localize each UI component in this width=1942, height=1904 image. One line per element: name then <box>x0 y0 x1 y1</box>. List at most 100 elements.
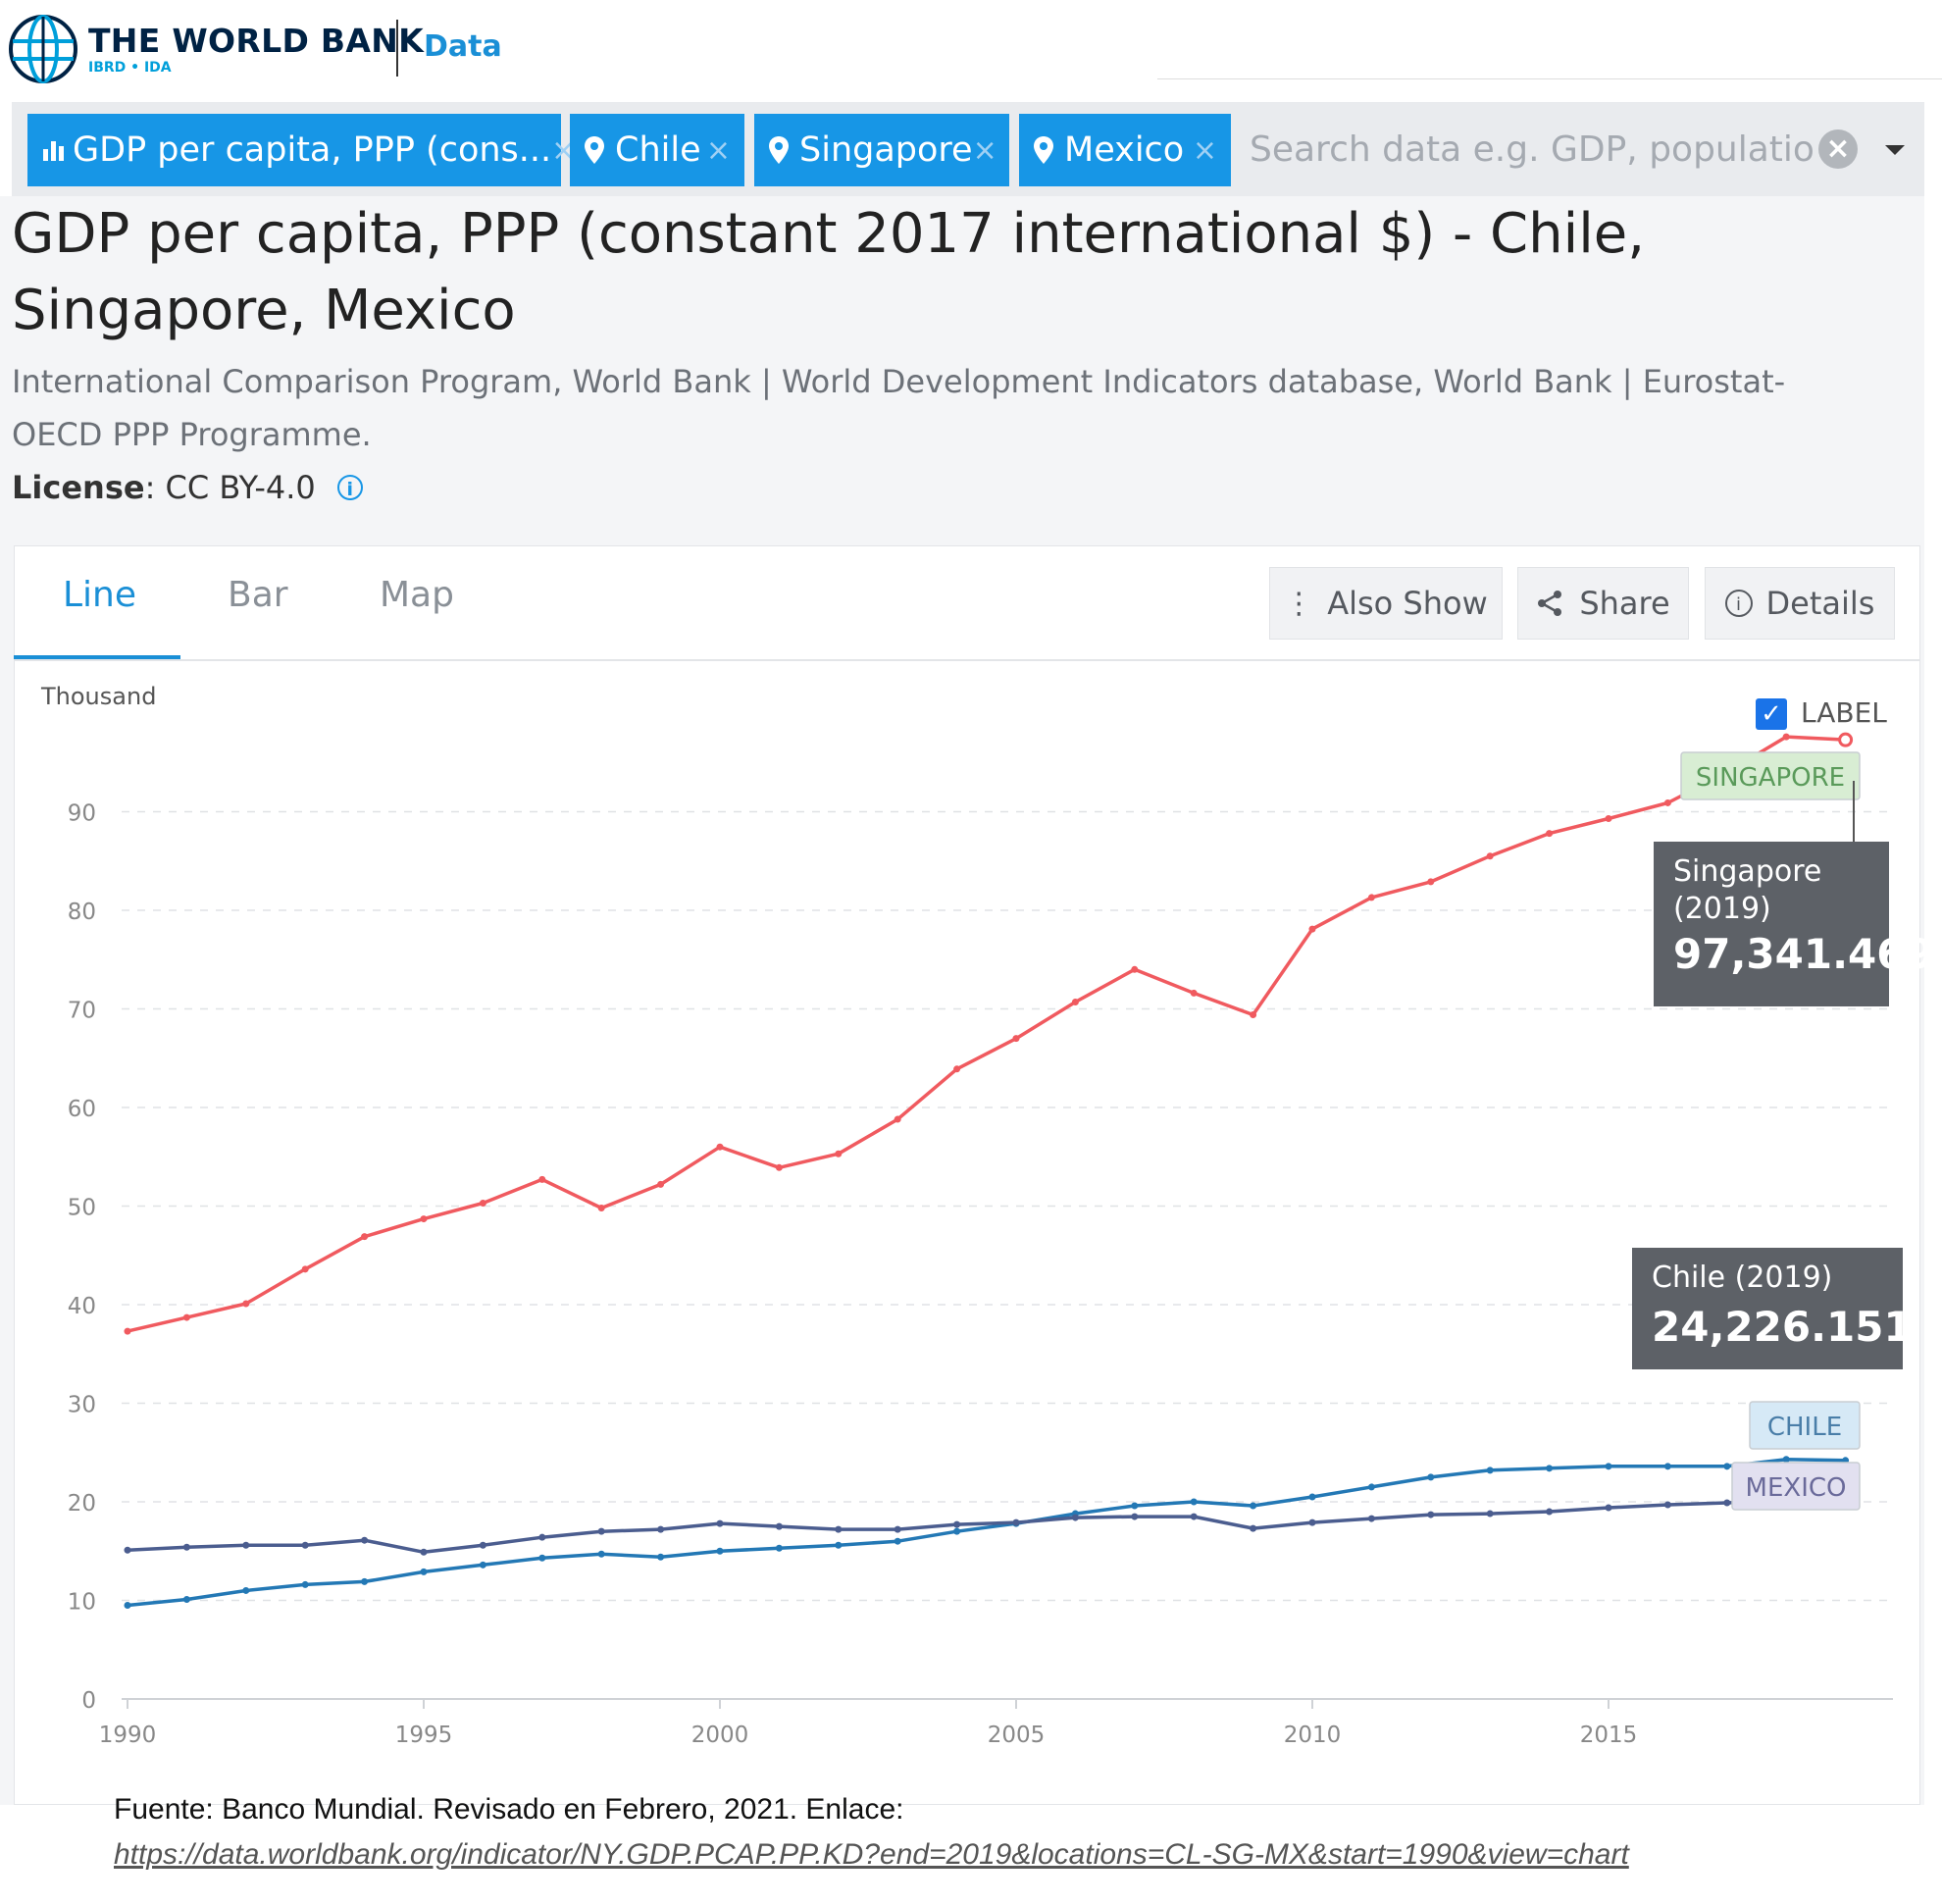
license-label: License <box>12 469 145 506</box>
active-tab-indicator <box>14 655 180 659</box>
details-label: Details <box>1765 585 1875 622</box>
tab-line[interactable]: Line <box>63 575 137 615</box>
y-tick-label: 90 <box>68 801 96 827</box>
data-point <box>361 1536 369 1544</box>
data-point <box>1427 1511 1435 1518</box>
data-point <box>1782 733 1790 741</box>
footer-source: Fuente: Banco Mundial. Revisado en Febre… <box>114 1787 1629 1878</box>
data-point <box>1486 852 1494 860</box>
series-label-box <box>1680 751 1861 800</box>
data-point <box>1663 1501 1671 1509</box>
data-point <box>124 1602 131 1610</box>
license-value: : CC BY-4.0 <box>144 469 316 506</box>
chip-chile[interactable]: Chile × <box>570 114 744 186</box>
chip-indicator[interactable]: GDP per capita, PPP (cons... × <box>27 114 576 186</box>
data-point <box>1486 1510 1494 1518</box>
data-point <box>775 1544 783 1552</box>
data-point <box>1012 1035 1020 1043</box>
chip-singapore[interactable]: Singapore × <box>754 114 1009 186</box>
close-icon[interactable]: × <box>972 132 997 168</box>
data-point <box>1546 1465 1554 1472</box>
header-rule <box>1157 78 1942 79</box>
chart-panel <box>14 545 1920 1805</box>
data-point <box>1427 1473 1435 1481</box>
y-tick-label: 50 <box>68 1196 96 1221</box>
data-section-link[interactable]: Data <box>424 29 502 64</box>
location-pin-icon <box>1034 136 1053 164</box>
license-line: License : CC BY-4.0 i <box>12 469 363 506</box>
share-icon <box>1538 591 1562 616</box>
data-point <box>835 1525 843 1533</box>
data-point <box>1308 1493 1316 1501</box>
data-point <box>716 1143 724 1151</box>
series-label-box <box>1749 1401 1861 1450</box>
label-toggle-text: LABEL <box>1801 696 1887 729</box>
y-tick-label: 30 <box>68 1393 96 1418</box>
close-icon[interactable]: × <box>705 132 731 168</box>
info-icon[interactable]: i <box>336 475 363 500</box>
data-point <box>597 1550 605 1558</box>
data-point <box>242 1541 250 1549</box>
more-vertical-icon: ⋮ <box>1284 586 1314 621</box>
data-point <box>1782 1456 1790 1464</box>
x-tick-label: 1995 <box>395 1723 453 1748</box>
data-point <box>1546 1508 1554 1516</box>
x-tick-label: 2005 <box>988 1723 1046 1748</box>
data-point <box>953 1520 961 1528</box>
data-point <box>538 1175 546 1183</box>
header-divider <box>396 20 398 77</box>
bar-chart-icon <box>43 141 64 161</box>
tooltip-value: 24,226.151 <box>1652 1303 1913 1351</box>
chip-mexico[interactable]: Mexico × <box>1019 114 1231 186</box>
tab-bar[interactable]: Bar <box>228 575 288 615</box>
data-point <box>1250 1011 1257 1019</box>
tab-map[interactable]: Map <box>380 575 454 615</box>
share-button[interactable]: Share <box>1517 567 1689 640</box>
x-tick-label: 2000 <box>691 1723 749 1748</box>
data-point <box>361 1577 369 1585</box>
series-line-chile <box>127 1458 1846 1608</box>
data-point <box>716 1547 724 1555</box>
globe-icon <box>9 15 77 83</box>
y-tick-label: 80 <box>68 900 96 925</box>
label-checkbox[interactable]: ✓ <box>1756 698 1787 730</box>
data-point <box>1250 1524 1257 1532</box>
search-input[interactable]: Search data e.g. GDP, population, Indone… <box>1250 129 1816 170</box>
series-line-mexico <box>127 1499 1846 1555</box>
data-point <box>835 1541 843 1549</box>
data-point <box>1367 1483 1375 1491</box>
chip-label: GDP per capita, PPP (cons... <box>73 130 552 170</box>
y-tick-label: 70 <box>68 999 96 1024</box>
data-point <box>1663 798 1671 806</box>
clear-icon[interactable]: × <box>1818 129 1858 169</box>
data-point <box>835 1150 843 1158</box>
footer-link[interactable]: https://data.worldbank.org/indicator/NY.… <box>114 1838 1629 1871</box>
search-bar[interactable]: GDP per capita, PPP (cons... × Chile × S… <box>12 102 1924 196</box>
data-point <box>597 1205 605 1212</box>
tooltip-year: (2019) <box>1673 892 1771 926</box>
data-point <box>1367 894 1375 901</box>
data-point <box>1012 1518 1020 1526</box>
close-icon[interactable]: × <box>1192 132 1217 168</box>
data-point <box>301 1265 309 1273</box>
details-button[interactable]: i Details <box>1705 567 1895 640</box>
data-point <box>420 1548 428 1556</box>
series-label-mexico: MEXICO <box>1746 1473 1847 1503</box>
location-pin-icon <box>769 136 789 164</box>
info-circle-icon: i <box>1724 590 1753 617</box>
data-point <box>479 1541 486 1549</box>
data-point <box>1250 1502 1257 1510</box>
data-point <box>1723 1463 1731 1470</box>
data-point <box>182 1543 190 1551</box>
data-point <box>420 1215 428 1223</box>
also-show-button[interactable]: ⋮ Also Show <box>1269 567 1503 640</box>
data-point <box>1605 1463 1612 1470</box>
series-label-singapore: SINGAPORE <box>1696 763 1845 793</box>
data-point <box>301 1580 309 1588</box>
chevron-down-icon[interactable] <box>1885 145 1905 155</box>
tooltip-chile: Chile (2019) 24,226.151 <box>1632 1248 1913 1369</box>
data-point <box>1308 1518 1316 1526</box>
world-bank-logo[interactable]: THE WORLD BANK IBRD • IDA <box>8 10 424 88</box>
tabs-divider <box>14 659 1920 661</box>
